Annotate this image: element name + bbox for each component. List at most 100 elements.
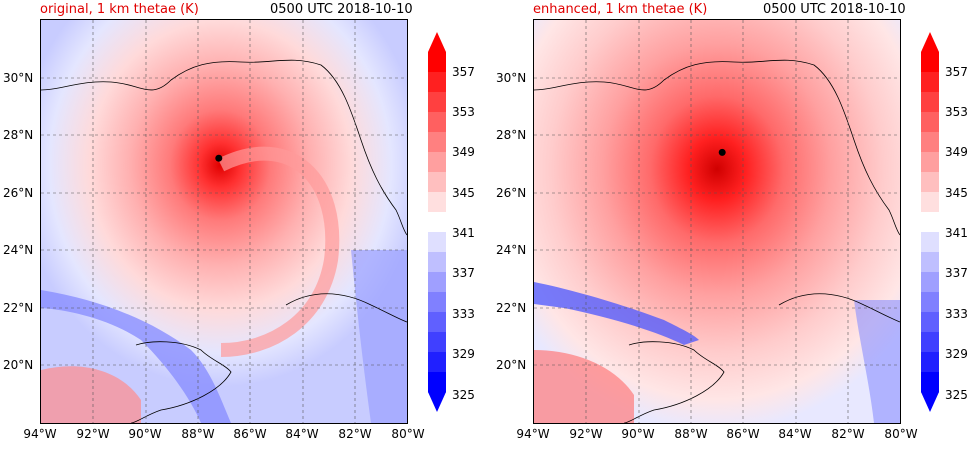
colorbar-max-extension [921, 32, 939, 52]
panel-title-enhanced: enhanced, 1 km thetae (K) [533, 2, 708, 17]
thetae-field [41, 20, 407, 423]
panel-original: original, 1 km thetae (K) 0500 UTC 2018-… [3, 2, 475, 441]
y-tick: 22°N [496, 301, 527, 315]
colorbar-step [428, 192, 446, 213]
x-tick: 82°W [338, 427, 372, 441]
colorbar-step [921, 72, 939, 93]
y-tick: 30°N [3, 71, 34, 85]
panel-title-original: original, 1 km thetae (K) [40, 2, 199, 17]
x-tick: 80°W [391, 427, 425, 441]
colorbar-label: 353 [452, 105, 475, 119]
x-tick: 94°W [516, 427, 550, 441]
colorbar-label: 325 [945, 388, 968, 402]
y-tick: 24°N [3, 243, 34, 257]
coastline-cuba [285, 293, 407, 323]
cold-band [534, 282, 699, 345]
colorbar-step [428, 372, 446, 393]
colorbar-step [921, 312, 939, 333]
colorbar-step [921, 52, 939, 73]
colorbar-step [921, 92, 939, 113]
colorbar-step [921, 232, 939, 253]
colorbar-step [428, 212, 446, 233]
colorbar-step [428, 232, 446, 253]
y-tick: 28°N [496, 128, 527, 142]
x-tick: 94°W [23, 427, 57, 441]
colorbar-step [921, 112, 939, 133]
colorbar-label: 357 [452, 65, 475, 79]
map-original [40, 19, 408, 424]
y-tick: 24°N [496, 243, 527, 257]
colorbar-step [428, 272, 446, 293]
x-tick: 86°W [233, 427, 267, 441]
y-tick: 28°N [3, 128, 34, 142]
x-tick: 90°W [128, 427, 162, 441]
coastline-gulf [41, 59, 407, 236]
coastline-cuba [778, 293, 900, 323]
colorbar-min-extension [428, 392, 446, 412]
colorbar-step [921, 372, 939, 393]
colorbar-step [921, 272, 939, 293]
colorbar-label: 325 [452, 388, 475, 402]
colorbar-label: 333 [945, 307, 968, 321]
x-tick: 80°W [884, 427, 918, 441]
map-enhanced [533, 19, 901, 424]
panel-timestamp-original: 0500 UTC 2018-10-10 [270, 2, 413, 17]
colorbar-label: 349 [452, 145, 475, 159]
colorbar-step [921, 292, 939, 313]
warm-patch-sw [534, 350, 634, 423]
colorbar-label: 341 [945, 226, 968, 240]
colorbar-step [428, 112, 446, 133]
x-tick: 86°W [726, 427, 760, 441]
rainband [217, 146, 340, 357]
coastline-yucatan [623, 341, 725, 423]
colorbar-max-extension [428, 32, 446, 52]
colorbar-step [428, 72, 446, 93]
colorbar-step [921, 212, 939, 233]
x-tick: 82°W [831, 427, 865, 441]
colorbar-label: 357 [945, 65, 968, 79]
colorbar-step [428, 152, 446, 173]
x-tick: 84°W [285, 427, 319, 441]
colorbar-label: 345 [945, 186, 968, 200]
panel-timestamp-enhanced: 0500 UTC 2018-10-10 [763, 2, 906, 17]
colorbar-label: 329 [452, 347, 475, 361]
colorbar-step [428, 172, 446, 193]
y-tick: 26°N [3, 186, 34, 200]
x-tick: 84°W [778, 427, 812, 441]
y-tick: 26°N [496, 186, 527, 200]
colorbar-label: 337 [945, 266, 968, 280]
colorbar-label: 337 [452, 266, 475, 280]
colorbar-step [921, 192, 939, 213]
storm-center-marker [215, 154, 223, 162]
colorbar-step [921, 352, 939, 373]
colorbar-min-extension [921, 392, 939, 412]
y-tick: 30°N [496, 71, 527, 85]
colorbar [428, 32, 446, 412]
colorbar-step [428, 352, 446, 373]
colorbar-step [428, 52, 446, 73]
cold-band [41, 290, 231, 423]
colorbar-step [921, 252, 939, 273]
thetae-field [534, 20, 900, 423]
colorbar-label: 341 [452, 226, 475, 240]
y-tick: 20°N [3, 358, 34, 372]
colorbar-label: 333 [452, 307, 475, 321]
y-tick: 20°N [496, 358, 527, 372]
colorbar-step [921, 172, 939, 193]
graticule [41, 20, 407, 423]
graticule [534, 20, 900, 423]
x-tick: 88°W [674, 427, 708, 441]
cold-band-east [854, 300, 900, 423]
colorbar-step [921, 152, 939, 173]
colorbar-step [428, 132, 446, 153]
colorbar-step [428, 292, 446, 313]
colorbar-label: 349 [945, 145, 968, 159]
colorbar-step [428, 252, 446, 273]
colorbar-label: 353 [945, 105, 968, 119]
x-tick: 92°W [76, 427, 110, 441]
colorbar-label: 345 [452, 186, 475, 200]
storm-center-marker [718, 148, 726, 156]
x-tick: 88°W [181, 427, 215, 441]
warm-patch-sw [41, 366, 141, 423]
cold-band-east [351, 250, 407, 423]
